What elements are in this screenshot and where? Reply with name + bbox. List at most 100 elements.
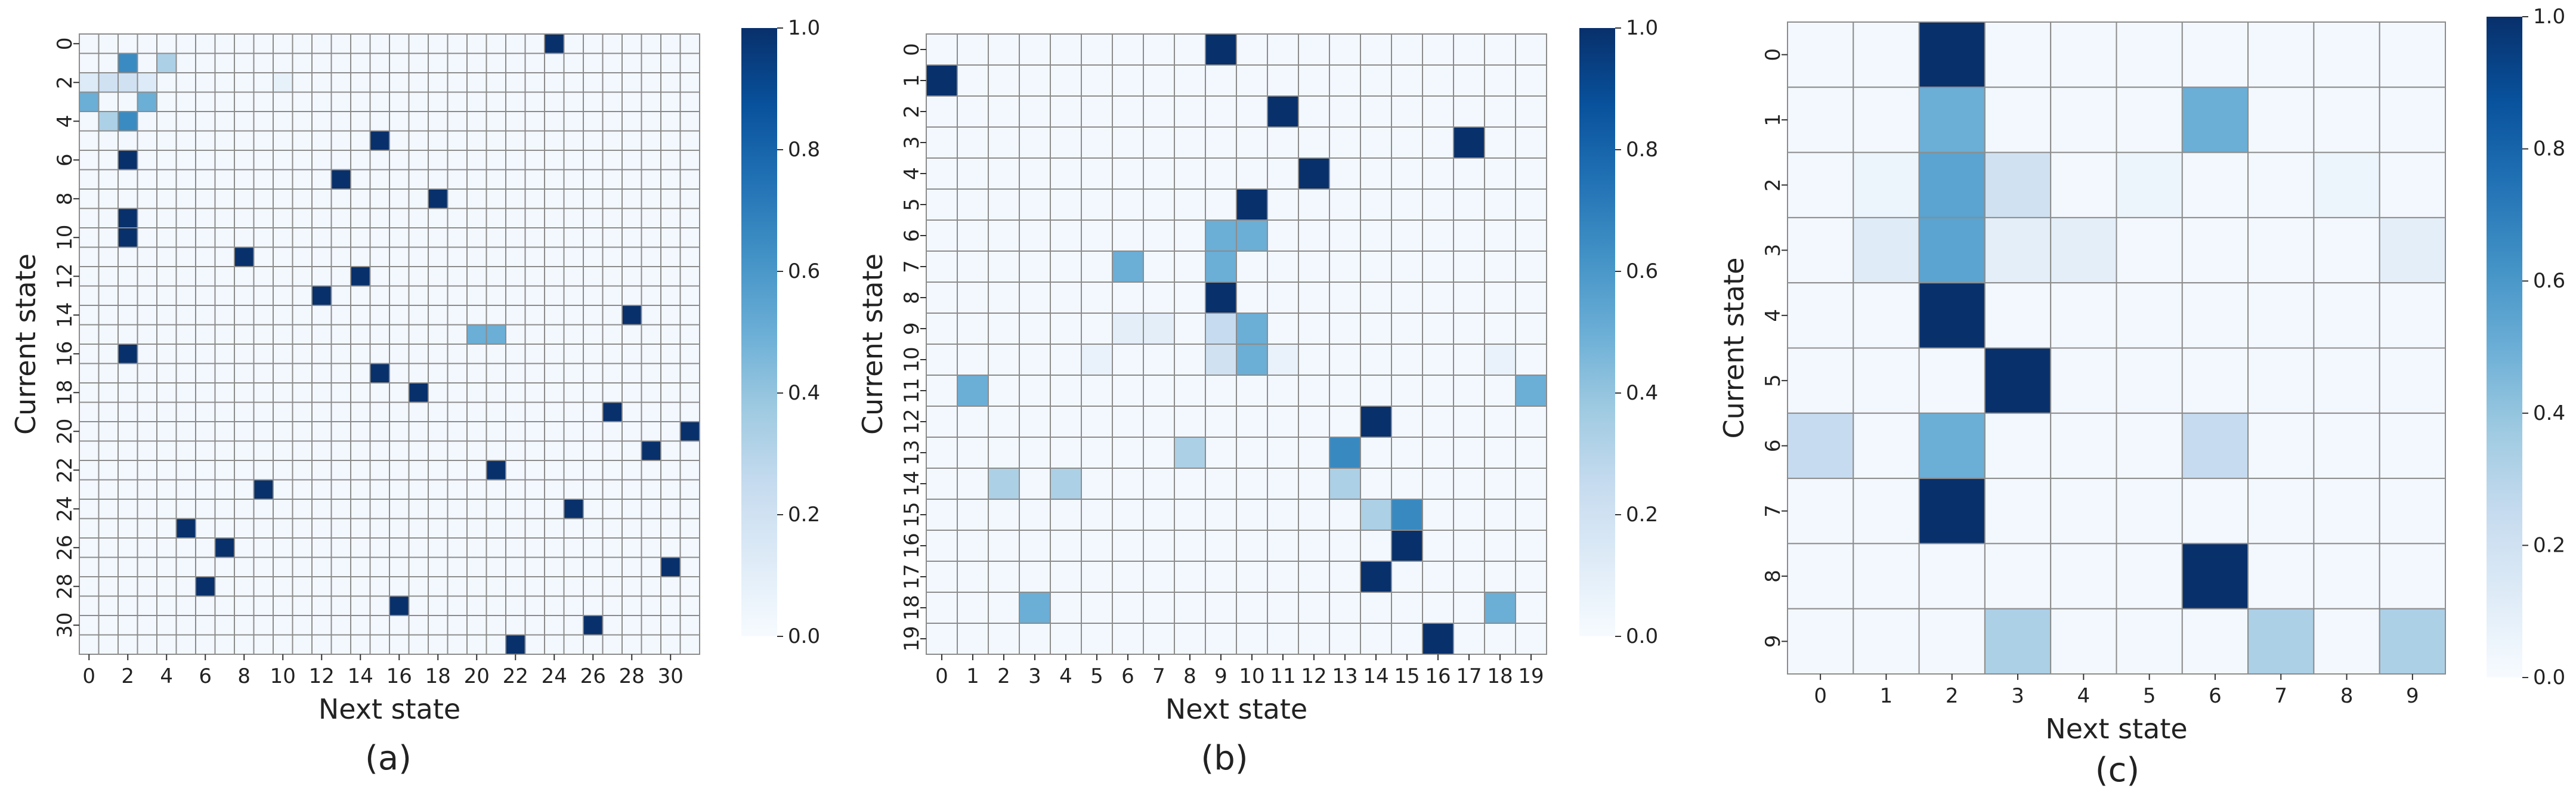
heatmap-cell	[583, 150, 604, 171]
heatmap-cell	[544, 615, 565, 636]
heatmap-cell	[926, 95, 958, 128]
heatmap-cell	[1267, 313, 1299, 345]
heatmap-cell	[253, 285, 274, 306]
heatmap-cell	[253, 91, 274, 112]
heatmap-cell	[408, 111, 429, 132]
x-tick-label: 8	[2340, 684, 2354, 708]
y-tick-label: 18	[53, 380, 77, 406]
heatmap-cell	[660, 595, 681, 616]
heatmap-cell	[485, 324, 506, 345]
heatmap-cell	[2247, 608, 2315, 675]
heatmap-cell	[583, 363, 604, 383]
heatmap-cell	[253, 556, 274, 577]
heatmap-cell	[273, 246, 293, 267]
y-tick-label: 8	[900, 291, 924, 304]
heatmap-cell	[988, 623, 1020, 655]
heatmap-cell	[1391, 188, 1423, 221]
heatmap-cell	[602, 344, 623, 364]
heatmap-cell	[1422, 282, 1454, 314]
heatmap-cell	[1019, 437, 1051, 469]
heatmap-cell	[350, 130, 371, 151]
heatmap-cell	[524, 285, 545, 306]
x-axis-label: Next state	[318, 693, 460, 725]
heatmap-cell	[505, 518, 526, 539]
heatmap-cell	[292, 33, 313, 54]
heatmap-cell	[137, 33, 157, 54]
colorbar-tick-label: 0.0	[2533, 666, 2565, 689]
heatmap-cell	[524, 460, 545, 481]
heatmap-cell	[926, 468, 958, 500]
heatmap-cell	[350, 401, 371, 422]
heatmap-cell	[583, 169, 604, 190]
heatmap-cell	[621, 285, 642, 306]
heatmap-cell	[195, 111, 216, 132]
heatmap-cell	[79, 556, 100, 577]
heatmap-cell	[350, 33, 371, 54]
heatmap-cell	[195, 169, 216, 190]
heatmap-cell	[621, 344, 642, 364]
heatmap-cell	[195, 499, 216, 519]
colorbar-tick-label: 0.2	[2533, 533, 2565, 557]
heatmap-cell	[602, 499, 623, 519]
heatmap-cell	[117, 615, 138, 636]
heatmap-cell	[311, 72, 332, 93]
heatmap-cell	[2247, 543, 2315, 610]
heatmap-cell	[389, 305, 410, 326]
heatmap-cell	[524, 33, 545, 54]
heatmap-cell	[1422, 468, 1454, 500]
heatmap-cell	[957, 95, 989, 128]
heatmap-cell	[544, 33, 565, 54]
heatmap-cell	[563, 324, 584, 345]
heatmap-cell	[1853, 608, 1920, 675]
heatmap-cell	[1019, 64, 1051, 97]
heatmap-cell	[330, 72, 351, 93]
heatmap-cell	[2050, 412, 2117, 480]
colorbar-tick-label: 1.0	[2533, 5, 2565, 29]
heatmap-cell	[1391, 623, 1423, 655]
heatmap-cell	[988, 375, 1020, 407]
heatmap-cell	[988, 499, 1020, 531]
heatmap-cell	[1143, 592, 1175, 624]
x-axis-ticks: 0 1 2 3 4 5 6 7 8 9 10 11 12 13 14 15 16 17 18 19	[935, 654, 1544, 688]
heatmap-cell	[544, 363, 565, 383]
heatmap-cell	[389, 72, 410, 93]
colorbar-gradient	[741, 28, 777, 636]
heatmap-cell	[583, 556, 604, 577]
heatmap-cell	[1143, 282, 1175, 314]
heatmap-cell	[273, 634, 293, 655]
heatmap-cell	[1360, 592, 1392, 624]
heatmap-cell	[79, 227, 100, 248]
heatmap-cell	[1422, 344, 1454, 376]
heatmap-cell	[292, 324, 313, 345]
heatmap-cell	[98, 169, 119, 190]
heatmap-cell	[350, 421, 371, 442]
heatmap-cell	[408, 499, 429, 519]
heatmap-cell	[641, 111, 661, 132]
heatmap-cell	[1360, 344, 1392, 376]
heatmap-cell	[485, 401, 506, 422]
heatmap-cell	[253, 344, 274, 364]
heatmap-cell	[1174, 157, 1206, 190]
y-tick-label: 4	[1761, 309, 1785, 322]
heatmap-cell	[273, 576, 293, 597]
heatmap-cell	[524, 344, 545, 364]
heatmap-cell	[1515, 313, 1547, 345]
heatmap-cell	[926, 64, 958, 97]
heatmap-cell	[1112, 592, 1144, 624]
heatmap-cell	[1236, 375, 1268, 407]
heatmap-cell	[524, 634, 545, 655]
x-axis-ticks: 0 2 4 6 8 10 12 14 16 18 20 22 24 26 28 30	[82, 654, 684, 688]
heatmap-cell	[137, 440, 157, 461]
heatmap-cell	[524, 169, 545, 190]
heatmap-cell	[2116, 21, 2183, 88]
heatmap-cell	[485, 188, 506, 209]
heatmap-cell	[1484, 406, 1516, 438]
heatmap-cell	[98, 595, 119, 616]
heatmap-cell	[1205, 530, 1237, 562]
heatmap-cell	[428, 499, 449, 519]
heatmap-cell	[505, 440, 526, 461]
heatmap-cell	[1484, 188, 1516, 221]
heatmap-cell	[175, 382, 196, 403]
heatmap-cell	[330, 518, 351, 539]
